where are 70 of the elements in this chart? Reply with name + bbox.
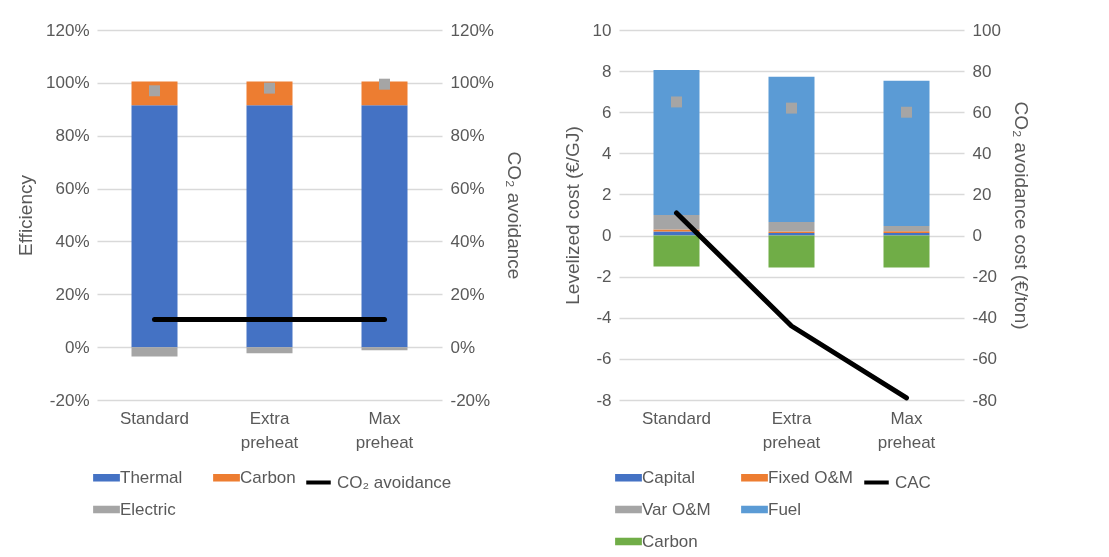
y-tick-label: 4	[602, 143, 612, 163]
y2-tick-label: -40	[972, 308, 998, 328]
bar	[653, 235, 700, 267]
y2-tick-label: 100	[972, 20, 1001, 40]
bar	[768, 76, 815, 222]
legend-label: Carbon	[240, 467, 296, 487]
bar	[131, 347, 178, 357]
y2-tick-label: -20	[972, 267, 998, 287]
y-tick-label: 20%	[55, 284, 90, 304]
legend-label: Thermal	[120, 467, 183, 487]
bar	[883, 225, 930, 232]
legend-label: Fixed O&M	[768, 467, 854, 487]
y-tick-label: 100%	[46, 73, 90, 93]
y-tick-label: 0%	[64, 337, 90, 357]
y2-tick-label: 80	[972, 61, 992, 81]
legend-label: Fuel	[768, 499, 802, 519]
bar	[361, 347, 408, 351]
y2-tick-label: 40%	[450, 231, 485, 251]
y2-tick-label: 0	[972, 226, 982, 246]
y-tick-label: 120%	[46, 20, 90, 40]
bar	[361, 105, 408, 348]
y-tick-label: -4	[596, 308, 612, 328]
y-tick-label: -20%	[49, 390, 90, 410]
y-tick-label: 60%	[55, 179, 90, 199]
x-tick-label: Standard	[642, 408, 711, 428]
x-tick-label: Max preheat	[877, 408, 936, 452]
legend-label: Electric	[120, 499, 177, 519]
bar	[883, 235, 930, 268]
bar	[246, 105, 293, 348]
bar	[131, 105, 178, 348]
y-axis-title: Efficiency	[15, 174, 37, 256]
legend-label: CO₂ avoidance	[337, 472, 452, 492]
y2-axis-title: CO₂ avoidance	[503, 151, 525, 280]
legend-label: Var O&M	[642, 499, 711, 519]
y2-tick-label: 40	[972, 143, 992, 163]
y2-tick-label: 120%	[450, 20, 494, 40]
y-tick-label: -6	[596, 349, 612, 369]
x-tick-label: Extra preheat	[762, 408, 821, 452]
y2-tick-label: 100%	[450, 73, 494, 93]
y2-tick-label: 20%	[450, 284, 485, 304]
y2-tick-label: 60	[972, 102, 992, 122]
y-tick-label: 10	[592, 20, 612, 40]
bar	[768, 221, 815, 232]
y-tick-label: 0	[602, 226, 612, 246]
y2-axis-title: CO₂ avoidance cost (€/ton)	[1010, 101, 1032, 330]
y-tick-label: -8	[596, 390, 612, 410]
y2-tick-label: 60%	[450, 179, 485, 199]
y-tick-label: 40%	[55, 231, 90, 251]
y-tick-label: 6	[602, 102, 612, 122]
legend-label: CAC	[895, 472, 931, 492]
y-tick-label: -2	[596, 267, 612, 287]
y-tick-label: 8	[602, 61, 612, 81]
y2-tick-label: -60	[972, 349, 998, 369]
x-tick-label: Standard	[120, 408, 189, 428]
y2-tick-label: 80%	[450, 126, 485, 146]
legend-label: Capital	[642, 467, 695, 487]
bar	[883, 80, 930, 226]
y2-tick-label: -80	[972, 390, 998, 410]
x-tick-label: Max preheat	[355, 408, 414, 452]
bar	[653, 70, 700, 215]
y-axis-title: Levelized cost (€/GJ)	[561, 126, 583, 305]
bar	[768, 235, 815, 268]
x-tick-label: Extra preheat	[240, 408, 299, 452]
y2-tick-label: 0%	[450, 337, 476, 357]
bar	[246, 347, 293, 354]
y2-tick-label: -20%	[450, 390, 491, 410]
y-tick-label: 2	[602, 184, 612, 204]
legend-label: Carbon	[642, 531, 698, 551]
y-tick-label: 80%	[55, 126, 90, 146]
y2-tick-label: 20	[972, 184, 992, 204]
